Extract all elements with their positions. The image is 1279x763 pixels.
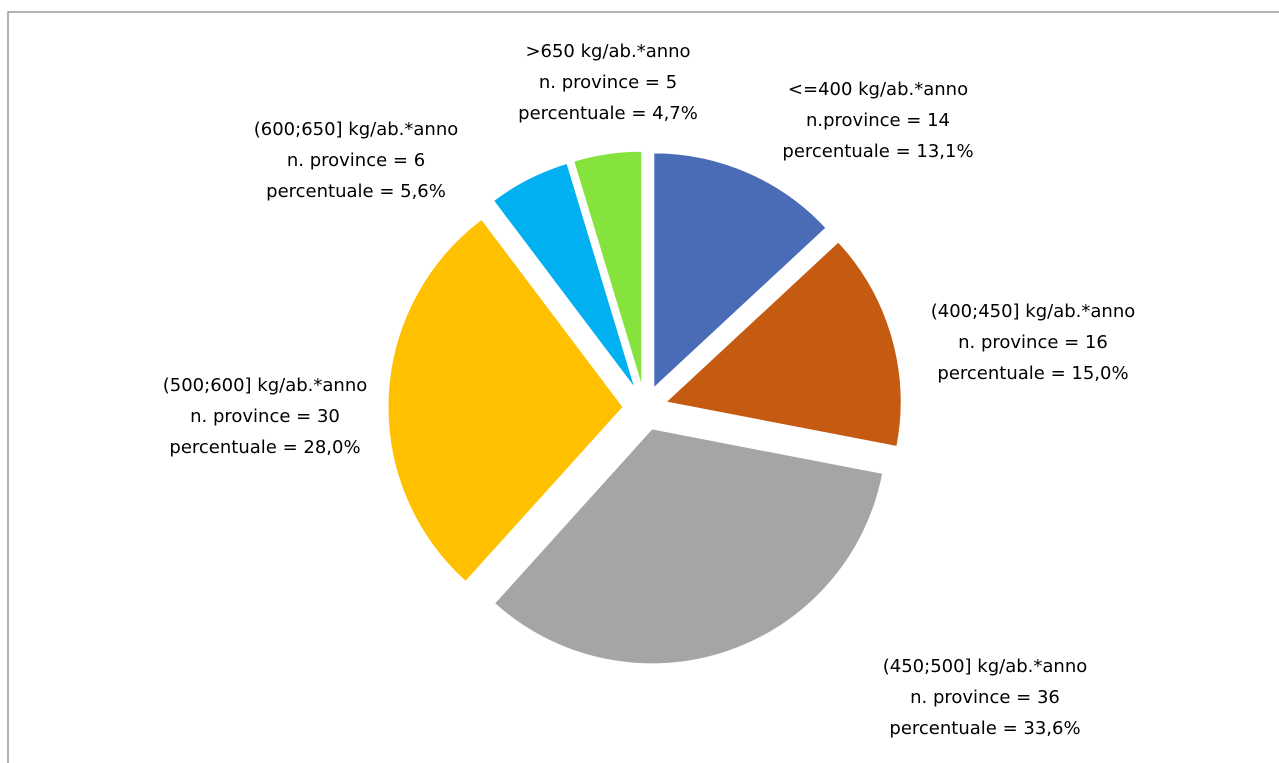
pie-slice	[653, 152, 827, 389]
pie-slice	[492, 162, 636, 389]
pie-slice	[493, 428, 884, 665]
slice-percentage-label: percentuale = 5,6%	[266, 181, 446, 202]
slice-count-label: n. province = 30	[190, 406, 340, 427]
slice-category-label: <=400 kg/ab.*anno	[788, 79, 968, 100]
slice-count-label: n.province = 14	[806, 110, 950, 131]
chart-frame	[7, 11, 1279, 763]
slice-category-label: >650 kg/ab.*anno	[525, 41, 690, 62]
slice-category-label: (600;650] kg/ab.*anno	[254, 119, 459, 140]
slice-category-label: (450;500] kg/ab.*anno	[883, 656, 1088, 677]
slice-percentage-label: percentuale = 15,0%	[937, 363, 1128, 384]
slice-category-label: (400;450] kg/ab.*anno	[931, 301, 1136, 322]
pie-slice	[665, 241, 902, 448]
slice-count-label: n. province = 5	[539, 72, 677, 93]
pie-slice	[573, 150, 643, 387]
slice-count-label: n. province = 36	[910, 687, 1060, 708]
slice-count-label: n. province = 6	[287, 150, 425, 171]
slice-percentage-label: percentuale = 28,0%	[169, 437, 360, 458]
slice-count-label: n. province = 16	[958, 332, 1108, 353]
slice-percentage-label: percentuale = 33,6%	[889, 718, 1080, 739]
pie-slice	[387, 218, 624, 583]
slice-percentage-label: percentuale = 4,7%	[518, 103, 698, 124]
slice-percentage-label: percentuale = 13,1%	[782, 141, 973, 162]
slice-category-label: (500;600] kg/ab.*anno	[163, 375, 368, 396]
